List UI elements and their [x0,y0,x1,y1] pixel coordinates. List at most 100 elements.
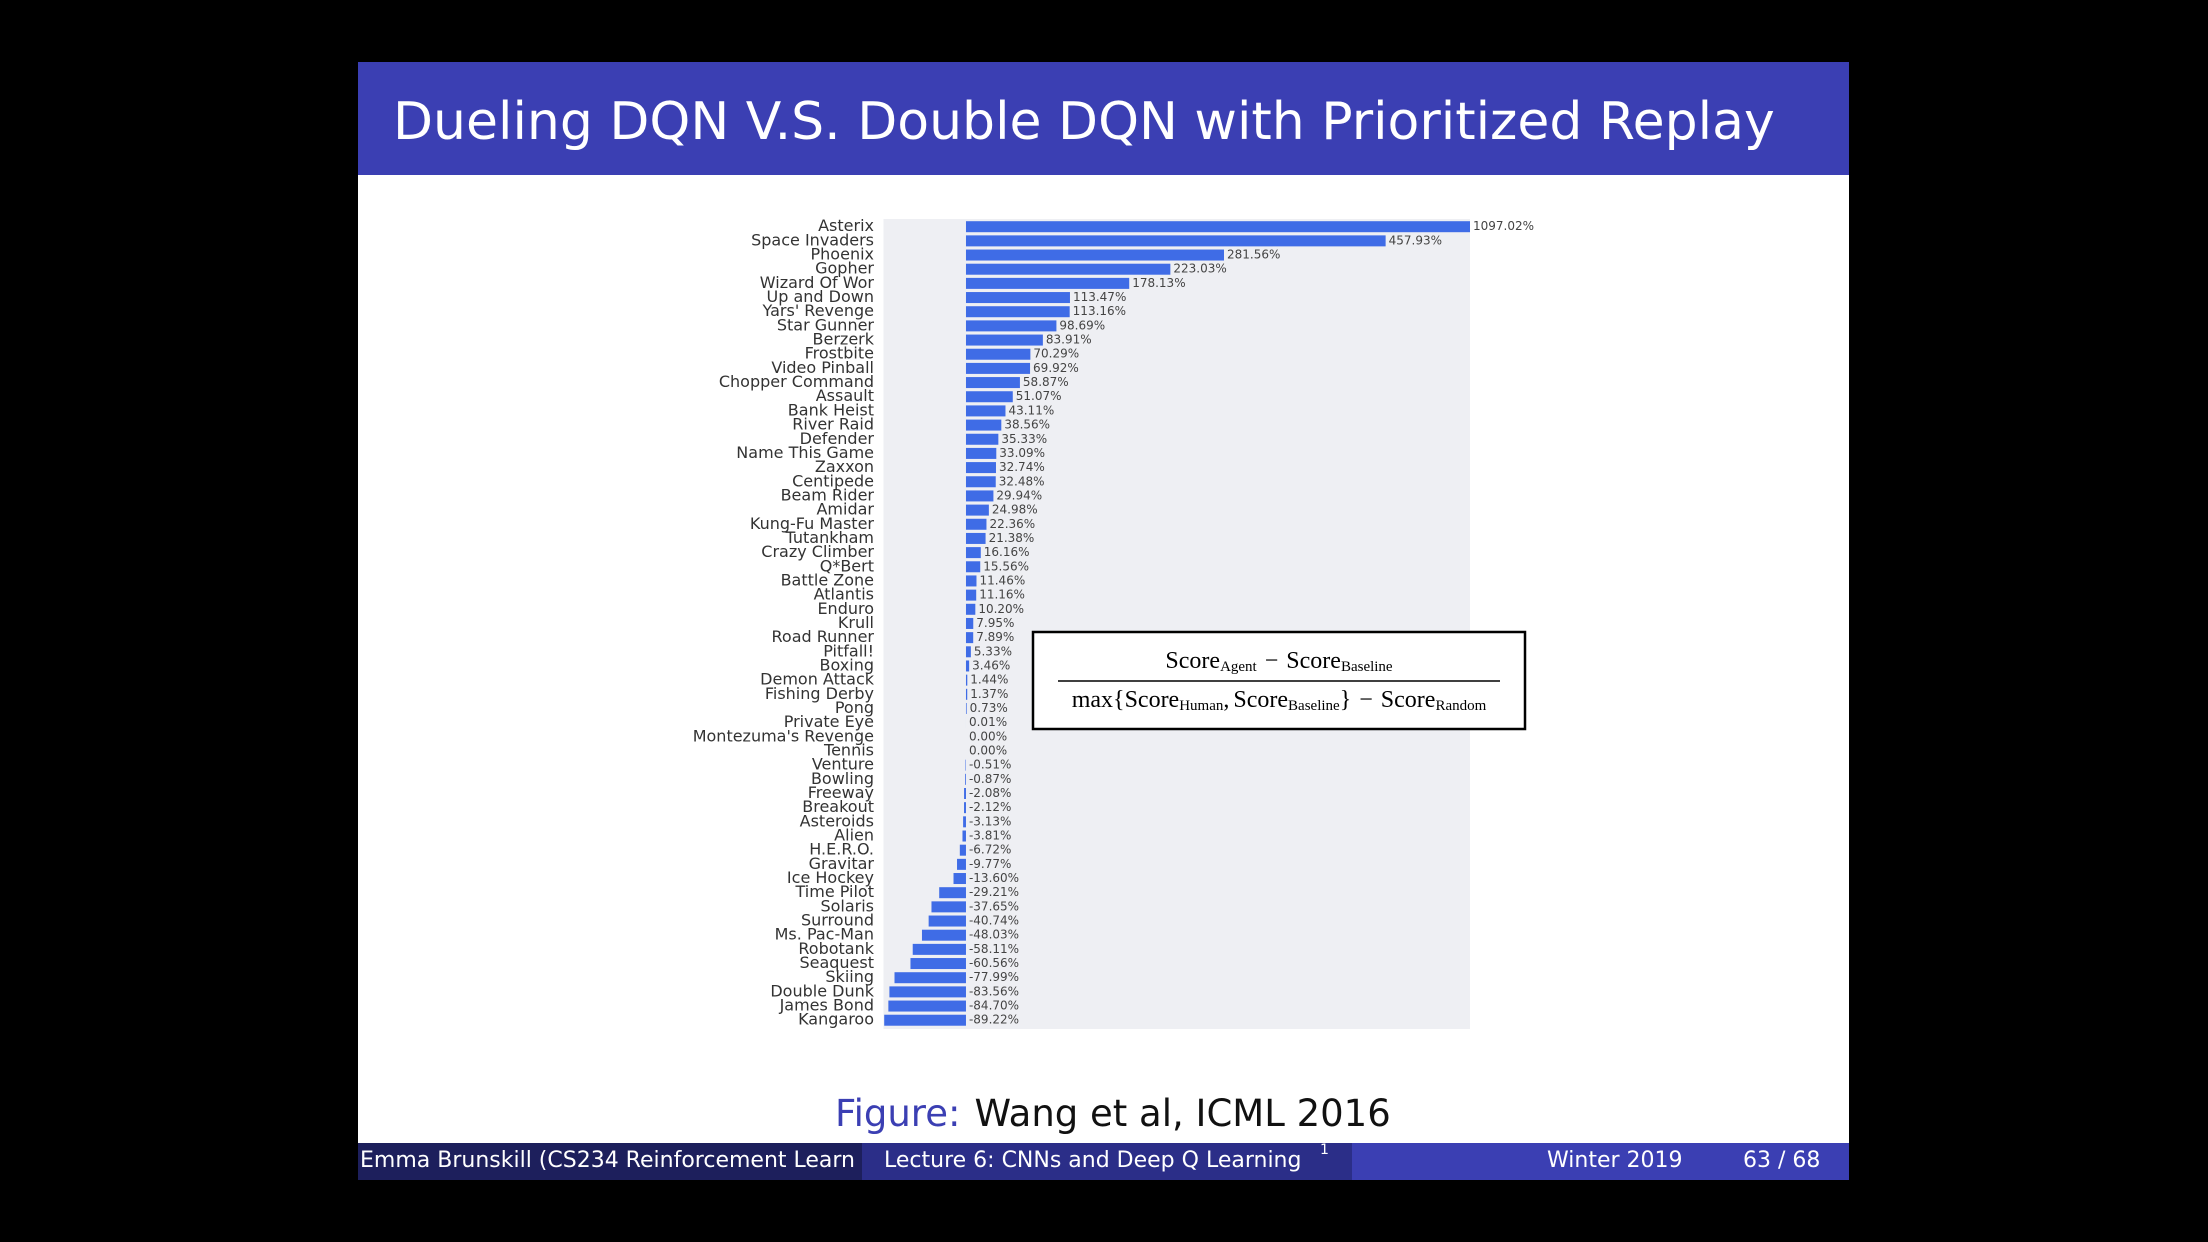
value-label: -3.81% [969,829,1011,843]
bar [965,476,996,488]
formula-numerator: ScoreAgent − ScoreBaseline [1165,648,1393,676]
category-label: Atlantis [814,585,874,604]
category-label: Yars' Revenge [762,301,874,320]
value-label: 10.20% [978,602,1024,616]
bar [959,844,966,856]
value-label: 1.37% [970,687,1008,701]
bar [965,419,1002,431]
category-label: Crazy Climber [761,542,874,561]
value-label: 223.03% [1173,262,1226,276]
category-label: James Bond [779,996,874,1015]
category-label: Ms. Pac-Man [775,925,874,944]
category-label: Up and Down [767,287,874,306]
value-label: 15.56% [983,559,1029,573]
bar [910,958,966,970]
footer-author: Emma Brunskill (CS234 Reinforcement Lear… [360,1148,855,1173]
value-label: 51.07% [1016,389,1062,403]
value-label: 29.94% [996,488,1042,502]
bar [965,235,1386,247]
bar [939,887,966,899]
footnote-mark: 1 [1320,1142,1329,1158]
bar [965,377,1020,389]
value-label: -9.77% [969,857,1011,871]
category-label: Berzerk [813,330,875,349]
title-bar [358,62,1849,175]
bar [965,292,1070,304]
category-label: Breakout [802,797,874,816]
category-label: Private Eye [784,712,874,731]
value-label: -3.13% [969,814,1011,828]
category-label: Ice Hockey [787,868,874,887]
formula-part: Score [1165,648,1220,674]
bar [965,490,994,502]
value-label: 21.38% [989,531,1035,545]
value-label: -13.60% [969,871,1019,885]
value-label: 0.00% [969,729,1007,743]
bar [965,603,976,615]
bar [965,674,968,686]
bar [965,617,974,629]
caption-label: Figure: [835,1092,960,1135]
value-label: -0.87% [969,772,1011,786]
category-label: Wizard Of Wor [760,273,875,292]
bar [965,391,1013,403]
value-label: 32.48% [999,474,1045,488]
category-label: Double Dunk [770,981,874,1000]
value-label: -6.72% [969,843,1011,857]
bar [965,320,1057,332]
value-label: -2.08% [969,786,1011,800]
category-label: River Raid [792,415,874,434]
bar [964,788,966,799]
bar [965,589,977,601]
bar [965,547,981,559]
footer-lecture: Lecture 6: CNNs and Deep Q Learning [884,1148,1301,1173]
bar [965,660,970,672]
category-label: Demon Attack [760,670,875,689]
bar [921,929,966,941]
formula-part: , [1223,687,1229,713]
formula-part: max{ [1072,687,1125,713]
value-label: 32.74% [999,460,1045,474]
category-label: Amidar [816,500,874,519]
category-label: Star Gunner [777,315,875,334]
formula-denominator: max{ScoreHuman, ScoreBaseline} − ScoreRando… [1072,687,1487,715]
category-label: Zaxxon [815,457,874,476]
bar [965,277,1130,289]
category-label: Freeway [808,783,874,802]
formula-sub: Baseline [1341,659,1393,675]
category-label: Gravitar [809,854,875,873]
value-label: -29.21% [969,885,1019,899]
formula-sub: Agent [1220,659,1257,675]
value-label: 35.33% [1001,432,1047,446]
value-label: 69.92% [1033,361,1079,375]
bar [894,972,966,984]
value-label: -83.56% [969,984,1019,998]
category-label: Alien [834,826,874,845]
value-label: 1097.02% [1473,219,1534,233]
value-label: -40.74% [969,914,1019,928]
category-label: Pong [835,698,874,717]
category-label: Bowling [811,769,874,788]
value-label: -48.03% [969,928,1019,942]
category-label: Battle Zone [781,570,874,589]
bar [965,433,999,445]
category-label: Phoenix [811,245,874,264]
bar [965,362,1031,374]
category-label: Kung-Fu Master [750,514,875,533]
value-label: 22.36% [989,517,1035,531]
footer-left [358,1143,862,1180]
category-label: Asterix [818,216,874,235]
formula-part: Score [1233,687,1288,713]
category-label: Frostbite [805,344,874,363]
value-label: 24.98% [992,503,1038,517]
formula-part: − [1265,648,1279,674]
value-label: -2.12% [969,800,1011,814]
value-label: 11.46% [979,573,1025,587]
slide-title: Dueling DQN V.S. Double DQN with Priorit… [393,92,1775,152]
value-label: 7.89% [976,630,1014,644]
bar [965,348,1031,360]
value-label: 113.47% [1073,290,1126,304]
category-label: Kangaroo [798,1010,874,1029]
